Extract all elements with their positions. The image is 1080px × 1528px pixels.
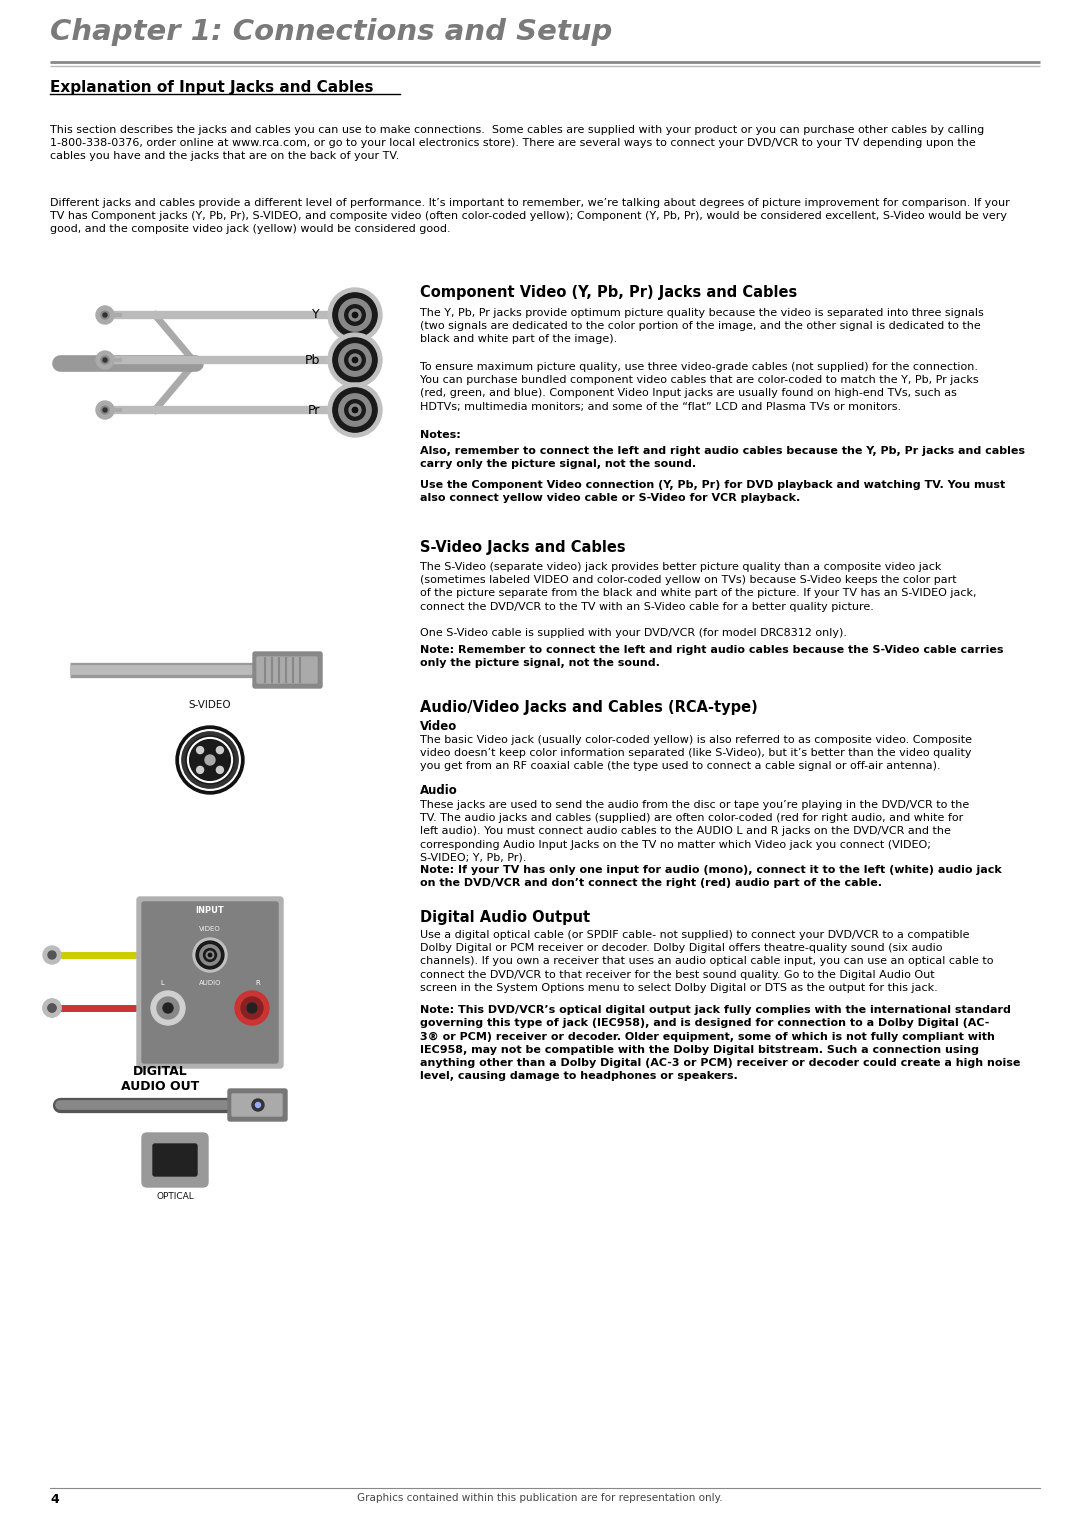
Circle shape (349, 354, 361, 365)
Text: L: L (160, 979, 164, 986)
Text: S-Video Jacks and Cables: S-Video Jacks and Cables (420, 539, 625, 555)
Circle shape (102, 406, 109, 414)
Text: DIGITAL
AUDIO OUT: DIGITAL AUDIO OUT (121, 1065, 199, 1093)
Text: Chapter 1: Connections and Setup: Chapter 1: Connections and Setup (50, 18, 612, 46)
Circle shape (151, 992, 185, 1025)
Text: Graphics contained within this publication are for representation only.: Graphics contained within this publicati… (357, 1493, 723, 1504)
Circle shape (103, 408, 107, 413)
Text: 4: 4 (50, 1493, 58, 1507)
Circle shape (102, 312, 109, 319)
FancyBboxPatch shape (253, 652, 322, 688)
Circle shape (208, 953, 212, 957)
FancyBboxPatch shape (153, 1144, 197, 1177)
Circle shape (197, 747, 204, 753)
Text: One S-Video cable is supplied with your DVD/VCR (for model DRC8312 only).: One S-Video cable is supplied with your … (420, 628, 847, 639)
Text: R: R (256, 979, 260, 986)
Circle shape (43, 946, 60, 964)
Circle shape (193, 938, 227, 972)
Circle shape (203, 949, 216, 961)
Circle shape (339, 394, 372, 426)
Circle shape (163, 1002, 173, 1013)
Text: Audio/Video Jacks and Cables (RCA-type): Audio/Video Jacks and Cables (RCA-type) (420, 700, 758, 715)
Circle shape (176, 726, 244, 795)
Text: S-VIDEO: S-VIDEO (189, 700, 231, 711)
Circle shape (247, 1002, 257, 1013)
Circle shape (216, 767, 224, 773)
FancyBboxPatch shape (137, 897, 283, 1068)
Circle shape (200, 944, 220, 966)
Circle shape (43, 999, 60, 1018)
Text: VIDEO: VIDEO (199, 926, 221, 932)
FancyBboxPatch shape (257, 657, 318, 683)
Text: Use a digital optical cable (or SPDIF cable- not supplied) to connect your DVD/V: Use a digital optical cable (or SPDIF ca… (420, 931, 994, 993)
Circle shape (180, 730, 240, 790)
Circle shape (328, 384, 382, 437)
Text: Video: Video (420, 720, 457, 733)
Text: OPTICAL: OPTICAL (157, 1192, 194, 1201)
Text: Note: Remember to connect the left and right audio cables because the S-Video ca: Note: Remember to connect the left and r… (420, 645, 1003, 668)
Circle shape (96, 351, 114, 368)
Text: Note: If your TV has only one input for audio (mono), connect it to the left (wh: Note: If your TV has only one input for … (420, 865, 1002, 888)
Circle shape (339, 299, 372, 332)
Text: Also, remember to connect the left and right audio cables because the Y, Pb, Pr : Also, remember to connect the left and r… (420, 446, 1025, 469)
Circle shape (252, 1099, 264, 1111)
FancyBboxPatch shape (141, 902, 278, 1063)
Circle shape (96, 400, 114, 419)
FancyBboxPatch shape (228, 1089, 287, 1122)
Circle shape (352, 408, 357, 413)
Circle shape (235, 992, 269, 1025)
Text: This section describes the jacks and cables you can use to make connections.  So: This section describes the jacks and cab… (50, 125, 984, 162)
Text: Component Video (Y, Pb, Pr) Jacks and Cables: Component Video (Y, Pb, Pr) Jacks and Ca… (420, 286, 797, 299)
Circle shape (349, 309, 361, 321)
Circle shape (103, 358, 107, 362)
Text: To ensure maximum picture quality, use three video-grade cables (not supplied) f: To ensure maximum picture quality, use t… (420, 362, 978, 411)
Text: Notes:: Notes: (420, 429, 461, 440)
Circle shape (103, 313, 107, 316)
Circle shape (333, 293, 377, 338)
Circle shape (48, 1004, 56, 1012)
Circle shape (197, 767, 204, 773)
Circle shape (96, 306, 114, 324)
Text: These jacks are used to send the audio from the disc or tape you’re playing in t: These jacks are used to send the audio f… (420, 801, 969, 863)
FancyBboxPatch shape (141, 1132, 208, 1187)
Circle shape (157, 996, 179, 1019)
Circle shape (48, 950, 56, 960)
Circle shape (328, 287, 382, 342)
Circle shape (345, 400, 365, 420)
Circle shape (256, 1103, 260, 1108)
FancyBboxPatch shape (232, 1094, 282, 1115)
Text: Explanation of Input Jacks and Cables: Explanation of Input Jacks and Cables (50, 79, 374, 95)
Text: Pb: Pb (305, 353, 320, 367)
Text: The Y, Pb, Pr jacks provide optimum picture quality because the video is separat: The Y, Pb, Pr jacks provide optimum pict… (420, 309, 984, 344)
Text: Audio: Audio (420, 784, 458, 798)
Circle shape (206, 952, 214, 958)
Circle shape (186, 736, 234, 784)
Text: Different jacks and cables provide a different level of performance. It’s import: Different jacks and cables provide a dif… (50, 199, 1010, 234)
Text: Use the Component Video connection (Y, Pb, Pr) for DVD playback and watching TV.: Use the Component Video connection (Y, P… (420, 480, 1005, 503)
Circle shape (241, 996, 264, 1019)
Circle shape (48, 1004, 56, 1012)
Circle shape (216, 747, 224, 753)
Text: Digital Audio Output: Digital Audio Output (420, 911, 590, 924)
Circle shape (352, 312, 357, 318)
Circle shape (333, 388, 377, 432)
Circle shape (345, 350, 365, 370)
Circle shape (197, 941, 224, 969)
Circle shape (43, 999, 60, 1018)
Circle shape (349, 403, 361, 416)
Circle shape (345, 304, 365, 325)
Circle shape (339, 344, 372, 376)
Text: Y: Y (312, 309, 320, 321)
Text: Note: This DVD/VCR’s optical digital output jack fully complies with the interna: Note: This DVD/VCR’s optical digital out… (420, 1005, 1021, 1082)
Text: The basic Video jack (usually color-coded yellow) is also referred to as composi: The basic Video jack (usually color-code… (420, 735, 972, 772)
Text: AUDIO: AUDIO (199, 979, 221, 986)
Text: The S-Video (separate video) jack provides better picture quality than a composi: The S-Video (separate video) jack provid… (420, 562, 976, 611)
Text: Pr: Pr (308, 403, 320, 417)
Circle shape (102, 356, 109, 364)
Circle shape (328, 333, 382, 387)
Circle shape (333, 338, 377, 382)
Circle shape (205, 755, 215, 766)
Text: INPUT: INPUT (195, 906, 225, 915)
Circle shape (352, 358, 357, 362)
